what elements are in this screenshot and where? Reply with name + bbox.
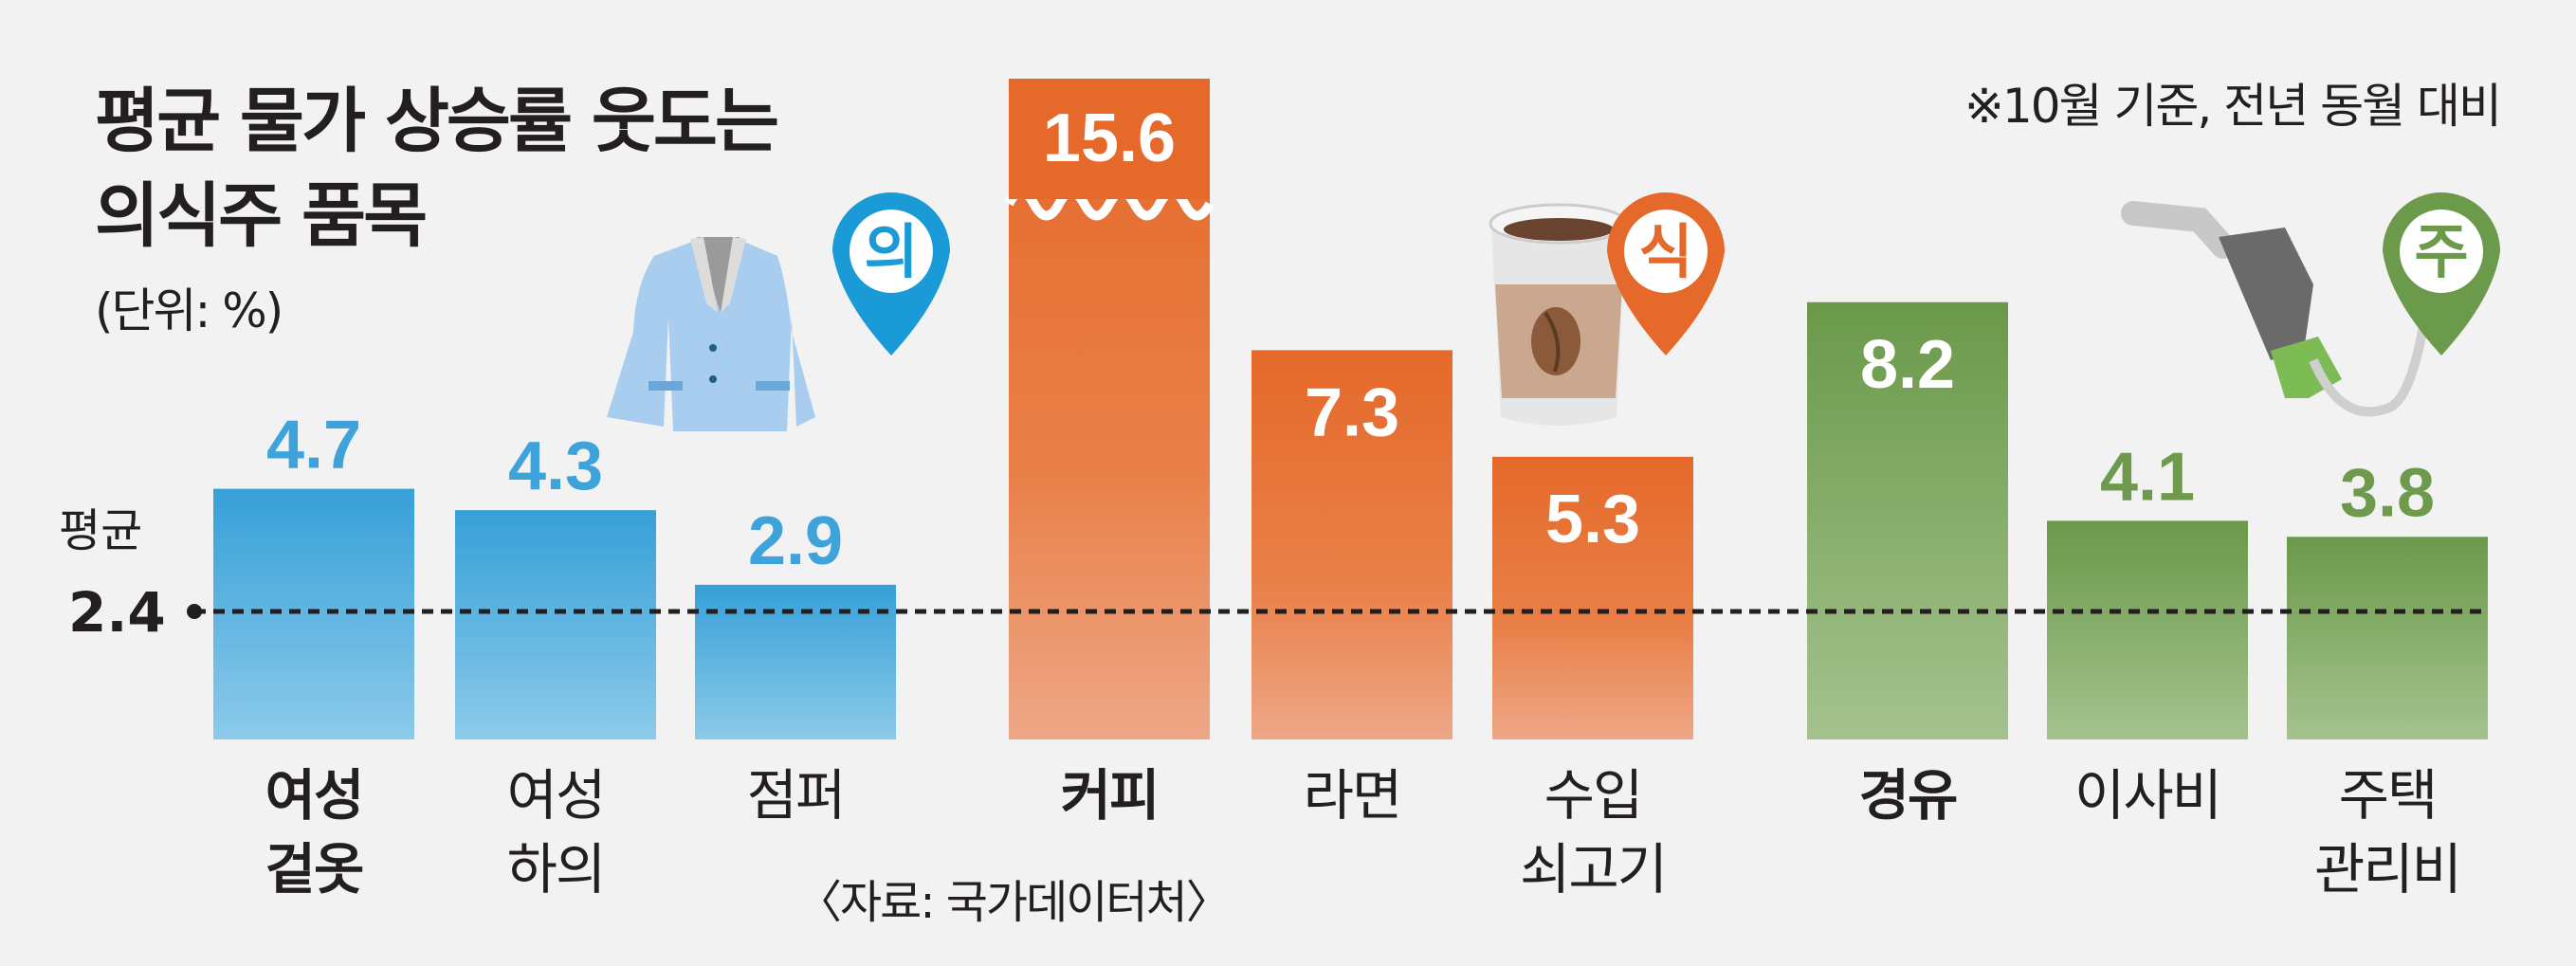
bar-여성하의 bbox=[455, 510, 656, 739]
value-label: 8.2 bbox=[1860, 327, 1955, 403]
value-label: 3.8 bbox=[2340, 455, 2435, 531]
title-line-2: 의식주 품목 bbox=[95, 175, 428, 257]
badge-label: 주 bbox=[2414, 217, 2468, 286]
value-label: 7.3 bbox=[1305, 374, 1399, 450]
bar-수입쇠고기 bbox=[1492, 456, 1693, 739]
bar-경유 bbox=[1807, 301, 2008, 739]
value-label: 5.3 bbox=[1545, 482, 1640, 557]
category-label-line: 경유 bbox=[1858, 763, 1959, 828]
unit-label: (단위: %) bbox=[95, 283, 283, 338]
value-label: 4.7 bbox=[266, 408, 361, 483]
category-label-line: 수입 bbox=[1544, 763, 1644, 828]
category-label-line: 라면 bbox=[1303, 763, 1403, 828]
category-label-line: 하의 bbox=[506, 837, 607, 902]
category-label-line: 커피 bbox=[1060, 763, 1160, 828]
value-label: 15.6 bbox=[1043, 100, 1176, 176]
category-label-line: 점퍼 bbox=[746, 763, 847, 828]
category-label: 점퍼 bbox=[672, 758, 919, 832]
badge-label: 식 bbox=[1638, 217, 1692, 286]
category-label-line: 주택 bbox=[2338, 763, 2439, 828]
category-label-line: 이사비 bbox=[2074, 763, 2222, 828]
group-badge: 의 bbox=[832, 191, 950, 355]
average-marker bbox=[187, 604, 202, 619]
value-label: 2.9 bbox=[748, 503, 843, 579]
group-badge: 주 bbox=[2383, 192, 2500, 355]
category-label: 경유 bbox=[1784, 758, 2031, 832]
value-label: 4.3 bbox=[508, 428, 603, 504]
chart-title: 평균 물가 상승률 웃도는 의식주 품목 bbox=[95, 74, 779, 264]
title-line-1: 평균 물가 상승률 웃도는 bbox=[95, 81, 779, 162]
category-label-line: 관리비 bbox=[2313, 837, 2462, 902]
bar-주택관리비 bbox=[2287, 537, 2488, 739]
category-label-line: 여성 bbox=[265, 763, 365, 828]
category-label-line: 여성 bbox=[506, 763, 607, 828]
category-label: 커피 bbox=[986, 758, 1233, 832]
bar-라면 bbox=[1251, 350, 1452, 739]
category-label-line: 겉옷 bbox=[265, 837, 365, 902]
coffee-cup-icon bbox=[1489, 203, 1629, 426]
value-label: 4.1 bbox=[2100, 439, 2195, 515]
note-label: ※10월 기준, 전년 동월 대비 bbox=[1964, 79, 2502, 134]
category-label: 라면 bbox=[1229, 758, 1475, 832]
source-label: 〈자료: 국가데이터처〉 bbox=[796, 876, 1232, 929]
bar-점퍼 bbox=[695, 584, 896, 739]
group-badge: 식 bbox=[1607, 192, 1725, 355]
bar-이사비 bbox=[2047, 520, 2248, 739]
badge-label: 의 bbox=[864, 217, 918, 286]
bar-여성겉옷 bbox=[213, 488, 414, 739]
category-label-line: 쇠고기 bbox=[1519, 837, 1668, 902]
average-value: 2.4 bbox=[68, 580, 166, 645]
bar-top-segment bbox=[1009, 79, 1210, 199]
category-label: 이사비 bbox=[2024, 758, 2271, 832]
average-label: 평균 bbox=[59, 504, 143, 557]
fuel-nozzle-icon bbox=[2121, 201, 2432, 417]
jacket-icon bbox=[607, 237, 815, 431]
